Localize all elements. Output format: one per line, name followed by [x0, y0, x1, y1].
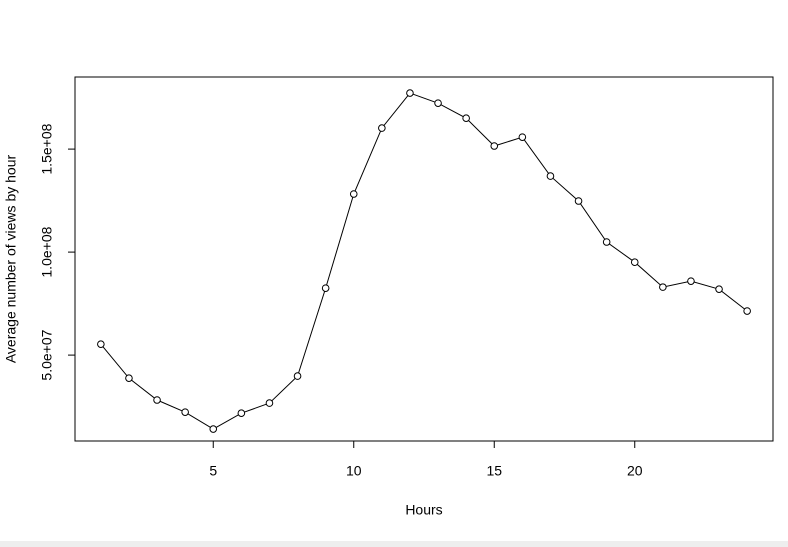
- point: [349, 190, 358, 198]
- x-tick-label: 15: [486, 463, 502, 479]
- point: [209, 425, 218, 433]
- point: [293, 372, 302, 380]
- point: [602, 238, 611, 246]
- point: [321, 284, 330, 292]
- point: [181, 408, 189, 416]
- bottom-strip: [0, 541, 788, 547]
- point: [518, 133, 527, 141]
- point: [462, 114, 470, 122]
- point: [378, 124, 386, 132]
- x-tick-label: 10: [346, 463, 362, 479]
- y-tick-label: 1.0e+08: [39, 226, 55, 277]
- point: [153, 396, 161, 404]
- point: [97, 340, 105, 348]
- point: [125, 374, 133, 382]
- point: [237, 409, 246, 417]
- point: [743, 307, 751, 315]
- line: [100, 92, 748, 430]
- point: [687, 277, 695, 285]
- point: [434, 99, 442, 107]
- point: [406, 89, 414, 97]
- x-tick-label: 20: [627, 463, 643, 479]
- x-tick-label: 5: [209, 463, 217, 479]
- point: [546, 172, 555, 180]
- point: [265, 399, 274, 407]
- y-tick-label: 5.0e+07: [39, 329, 55, 380]
- point: [659, 283, 667, 291]
- point: [630, 258, 639, 266]
- point: [715, 285, 723, 293]
- point: [574, 197, 583, 205]
- y-tick-label: 1.5e+08: [39, 123, 55, 174]
- y-axis-label: Average number of views by hour: [3, 155, 19, 364]
- x-axis-label: Hours: [405, 502, 442, 518]
- point: [490, 142, 499, 150]
